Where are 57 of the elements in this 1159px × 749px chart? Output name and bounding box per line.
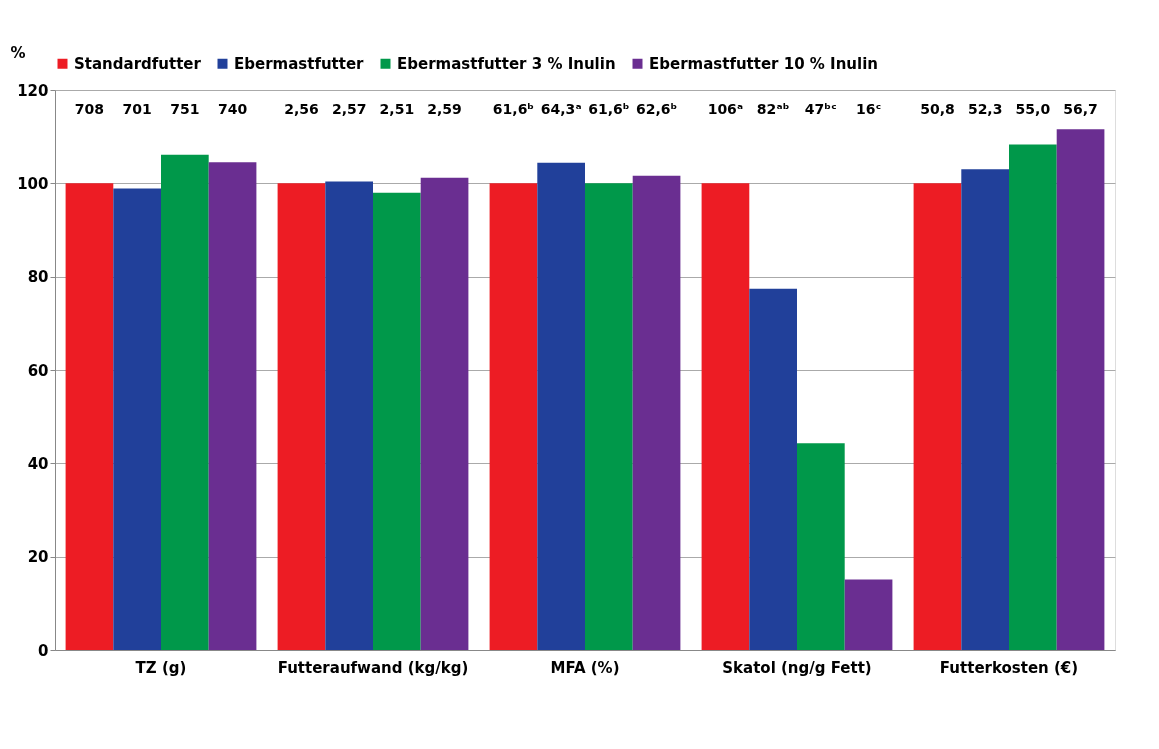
bar (373, 192, 421, 650)
annotation: 2,56 (284, 101, 319, 117)
y-tick-label: 120 (17, 81, 49, 100)
annotation: 52,3 (967, 101, 1003, 117)
bar (1056, 129, 1105, 650)
annotation: 82ᵃᵇ (756, 101, 790, 117)
bar (420, 177, 469, 650)
annotation: 56,7 (1063, 101, 1098, 117)
bar (65, 183, 114, 650)
y-tick-label: 40 (27, 454, 49, 473)
bar (749, 288, 797, 650)
bar (489, 183, 538, 650)
x-tick-label: Futteraufwand (kg/kg) (277, 658, 469, 677)
bar (961, 169, 1009, 650)
annotation: 2,59 (427, 101, 462, 117)
annotation: 61,6ᵇ (588, 101, 630, 117)
y-axis-title: % (10, 43, 26, 62)
bar (913, 183, 962, 650)
bar (585, 183, 633, 650)
y-tick-label: 60 (27, 361, 49, 380)
x-tick-label: Skatol (ng/g Fett) (722, 658, 872, 677)
y-tick-label: 100 (17, 174, 49, 193)
x-tick-label: Futterkosten (€) (939, 658, 1079, 677)
bar (797, 443, 845, 650)
annotation: 61,6ᵇ (492, 101, 535, 117)
x-tick-label: TZ (g) (135, 658, 187, 677)
legend-label: Ebermastfutter 10 % Inulin (649, 54, 878, 73)
bar (1009, 144, 1057, 650)
legend-label: Ebermastfutter (234, 54, 365, 73)
legend-label: Ebermastfutter 3 % Inulin (397, 54, 616, 73)
x-tick-label: MFA (%) (550, 658, 620, 677)
bar (632, 175, 681, 650)
annotation: 751 (170, 101, 200, 117)
annotation: 2,57 (331, 101, 367, 117)
bar (161, 154, 209, 650)
annotation: 740 (217, 101, 248, 117)
y-tick-label: 80 (27, 268, 49, 287)
y-tick-label: 20 (27, 548, 49, 567)
y-tick-label: 0 (38, 641, 49, 660)
annotation: 64,3ᵃ (540, 101, 582, 117)
annotation: 106ᵃ (707, 101, 744, 117)
annotation: 62,6ᵇ (635, 101, 678, 117)
legend-label: Standardfutter (74, 54, 202, 73)
bar (325, 181, 373, 650)
annotation: 701 (122, 101, 152, 117)
bar (208, 162, 257, 650)
annotation: 55,0 (1015, 101, 1051, 117)
annotation: 708 (74, 101, 105, 117)
bar (844, 579, 893, 650)
bar (277, 183, 326, 650)
annotation: 47ᵇᶜ (804, 101, 837, 117)
bar (537, 162, 585, 650)
bar (113, 188, 161, 650)
annotation: 50,8 (920, 101, 955, 117)
annotation: 2,51 (379, 101, 415, 117)
bar (701, 183, 750, 650)
annotation: 16ᶜ (855, 101, 882, 117)
